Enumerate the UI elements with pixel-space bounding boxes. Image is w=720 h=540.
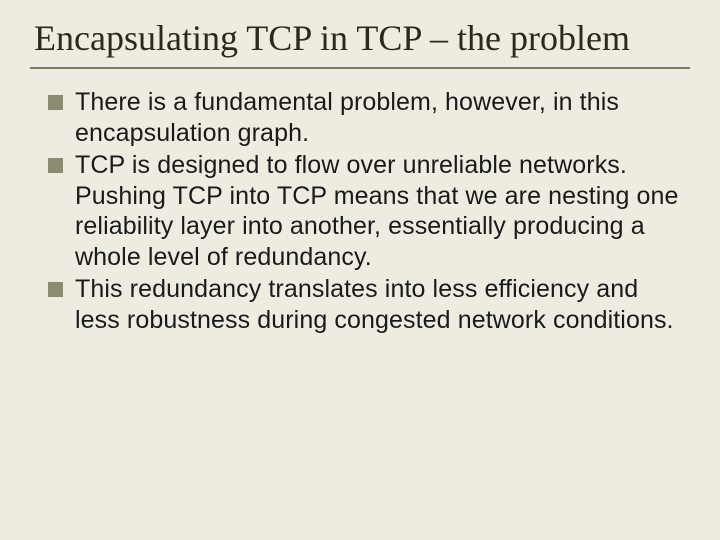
list-item: This redundancy translates into less eff…: [48, 274, 684, 335]
bullet-text: There is a fundamental problem, however,…: [75, 87, 684, 148]
list-item: TCP is designed to flow over unreliable …: [48, 150, 684, 272]
bullet-text: This redundancy translates into less eff…: [75, 274, 684, 335]
slide-body: There is a fundamental problem, however,…: [30, 87, 690, 335]
square-bullet-icon: [48, 95, 63, 110]
title-block: Encapsulating TCP in TCP – the problem: [30, 18, 690, 69]
slide: Encapsulating TCP in TCP – the problem T…: [0, 0, 720, 540]
square-bullet-icon: [48, 282, 63, 297]
list-item: There is a fundamental problem, however,…: [48, 87, 684, 148]
bullet-text: TCP is designed to flow over unreliable …: [75, 150, 684, 272]
square-bullet-icon: [48, 158, 63, 173]
slide-title: Encapsulating TCP in TCP – the problem: [34, 18, 686, 59]
